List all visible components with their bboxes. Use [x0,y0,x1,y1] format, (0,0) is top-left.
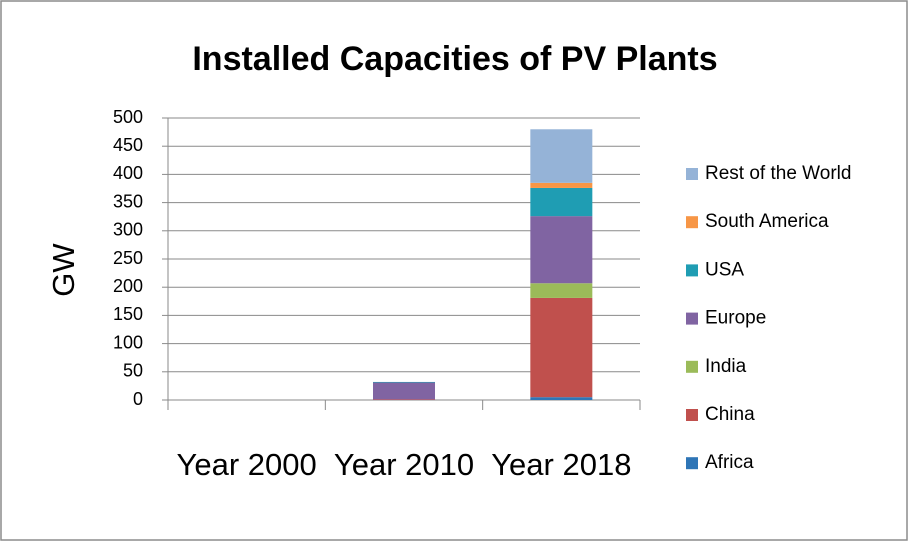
legend-swatch [686,312,698,325]
legend-swatch [686,360,698,373]
legend-label: Africa [705,452,754,473]
bar-segment [373,381,435,383]
legend-swatch [686,216,698,229]
bar-segment [530,297,593,398]
y-tick-label: 200 [113,276,143,296]
y-tick-label: 400 [113,163,143,183]
y-tick-label: 0 [133,389,143,409]
y-tick-label: 100 [113,332,143,352]
bar-segment [530,182,593,188]
y-tick-label: 450 [113,135,143,155]
y-tick-label: 350 [113,191,143,211]
y-tick-label: 300 [113,220,143,240]
legend-label: China [705,404,755,425]
x-tick-label: Year 2000 [176,447,317,482]
y-tick-label: 500 [113,107,143,127]
y-tick-label: 250 [113,248,143,268]
bar-segment [530,397,593,400]
legend-swatch [686,168,698,180]
legend-swatch [686,264,698,277]
x-tick-label: Year 2010 [333,447,475,482]
legend-label: USA [705,259,744,280]
bar-segment [530,129,593,183]
bar-segment [530,216,593,284]
legend-label: Europe [705,308,766,329]
bar-segment [373,399,435,400]
x-tick-label: Year 2018 [491,447,632,482]
y-axis-label: GW [46,243,81,297]
chart-title: Installed Capacities of PV Plants [192,40,717,78]
legend-label: India [705,356,747,377]
legend-label: South America [705,211,829,232]
y-tick-label: 150 [113,304,143,324]
legend-swatch [686,457,698,470]
bar-segment [373,382,435,400]
bar-segment [530,283,593,298]
bar-segment [530,187,593,217]
legend-swatch [686,409,698,421]
y-tick-label: 50 [123,361,143,381]
legend-label: Rest of the World [705,163,851,184]
